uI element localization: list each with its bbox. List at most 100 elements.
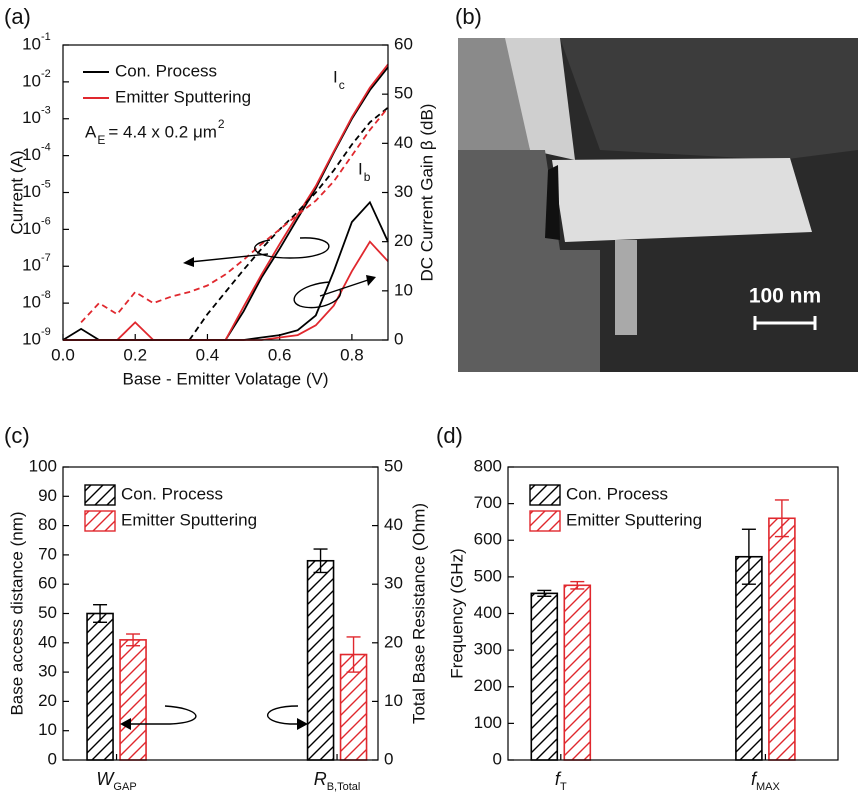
x-axis-label: Base - Emitter Volatage (V) [123, 369, 329, 388]
sem-image: 100 nm [458, 38, 858, 372]
x-tick-subscript: T [560, 781, 567, 793]
y-axis-label: Base access distance (nm) [7, 511, 26, 715]
y-tick-label: 600 [474, 530, 502, 549]
panel-label: (d) [436, 423, 463, 448]
y-tick-label: 40 [394, 133, 413, 152]
y-tick-label: 50 [384, 456, 403, 475]
legend-label: Emitter Sputtering [566, 510, 702, 529]
y-tick-label: 10 [394, 280, 413, 299]
bar [87, 614, 113, 761]
legend-swatch [85, 511, 115, 531]
y-tick-label: 20 [38, 691, 57, 710]
y-tick-label: 50 [38, 603, 57, 622]
annotation: I [358, 159, 363, 178]
legend-label: Con. Process [566, 484, 668, 503]
y-tick-exponent: -6 [41, 215, 51, 227]
x-tick-label: 0.8 [340, 345, 364, 364]
arrow-loop [268, 706, 300, 724]
y-tick-label: 0 [493, 749, 502, 768]
y-tick-label: 80 [38, 515, 57, 534]
y-tick-label: 10 [38, 720, 57, 739]
y-tick-exponent: -2 [41, 68, 51, 80]
annotation-subscript: c [339, 78, 345, 92]
bar [120, 640, 146, 760]
arrow-loop [294, 282, 341, 308]
y-tick-label: 700 [474, 493, 502, 512]
y-tick-label: 10 [22, 293, 41, 312]
legend-swatch [85, 485, 115, 505]
bar [531, 593, 557, 760]
legend-swatch [530, 511, 560, 531]
annotation-subscript: b [364, 170, 371, 184]
bar [564, 585, 590, 760]
legend-label: Con. Process [115, 61, 217, 80]
y-axis-label: Frequency (GHz) [447, 548, 466, 678]
data-line [63, 67, 388, 340]
y-tick-exponent: -4 [41, 142, 51, 154]
y-tick-label: 60 [38, 574, 57, 593]
panel-label: (b) [455, 4, 482, 29]
y-tick-label: 200 [474, 676, 502, 695]
x-tick-subscript: B,Total [327, 781, 361, 793]
legend-label: Emitter Sputtering [121, 510, 257, 529]
y-tick-label: 10 [22, 329, 41, 348]
y-tick-label: 300 [474, 640, 502, 659]
y-tick-label: 800 [474, 456, 502, 475]
y-tick-label: 0 [394, 329, 403, 348]
arrowhead [183, 257, 194, 267]
y-tick-exponent: -7 [41, 252, 51, 264]
annotation: I [333, 67, 338, 86]
page: 100 nm (b) (a)0.00.20.40.60.810-910-810-… [0, 0, 858, 798]
x-tick-label: 0.2 [123, 345, 147, 364]
scale-bar-label: 100 nm [749, 285, 821, 308]
y-tick-exponent: -8 [41, 289, 51, 301]
y-tick-exponent: -5 [41, 178, 51, 190]
panel-label: (a) [4, 4, 31, 29]
y-tick-label: 30 [38, 662, 57, 681]
bar [736, 557, 762, 760]
y-tick-label: 500 [474, 566, 502, 585]
y-axis-label: Current (A) [7, 150, 26, 234]
y-tick-label: 40 [38, 632, 57, 651]
x-tick-label: 0.6 [268, 345, 292, 364]
y-tick-label: 50 [394, 84, 413, 103]
y-tick-label: 20 [384, 632, 403, 651]
y-tick-label: 400 [474, 603, 502, 622]
bar [308, 561, 334, 760]
y-tick-label: 10 [22, 34, 41, 53]
y-tick-exponent: -1 [41, 31, 51, 43]
x-tick-subscript: GAP [113, 781, 136, 793]
sem-region [552, 158, 812, 242]
y-tick-label: 100 [474, 713, 502, 732]
y-tick-label: 30 [394, 182, 413, 201]
y-tick-label: 10 [22, 256, 41, 275]
x-tick-label: 0.0 [51, 345, 75, 364]
y-tick-label: 10 [22, 108, 41, 127]
y-tick-label: 100 [29, 456, 57, 475]
legend-label: Emitter Sputtering [115, 87, 251, 106]
y-axis-label: Total Base Resistance (Ohm) [409, 503, 428, 724]
y-tick-label: 10 [22, 71, 41, 90]
y-tick-label: 0 [384, 749, 393, 768]
y-tick-label: 70 [38, 544, 57, 563]
x-tick-label: R [314, 769, 327, 789]
arrow-loop [255, 238, 329, 258]
y-tick-label: 90 [38, 486, 57, 505]
y-tick-label: 30 [384, 574, 403, 593]
annotation: A [85, 122, 97, 141]
y-tick-label: 20 [394, 231, 413, 250]
arrowhead [297, 718, 308, 730]
y-tick-label: 10 [384, 691, 403, 710]
annotation-superscript: 2 [218, 117, 225, 131]
sem-region [560, 38, 858, 160]
y-tick-label: 0 [48, 749, 57, 768]
sem-region [615, 240, 637, 335]
data-line [63, 202, 388, 340]
arrowhead [366, 275, 376, 286]
y-axis-label: DC Current Gain β (dB) [417, 104, 436, 282]
arrow [190, 254, 268, 262]
y-tick-label: 60 [394, 34, 413, 53]
x-tick-subscript: MAX [756, 781, 781, 793]
annotation: = 4.4 x 0.2 μm [108, 122, 217, 141]
panel-label: (c) [4, 423, 30, 448]
